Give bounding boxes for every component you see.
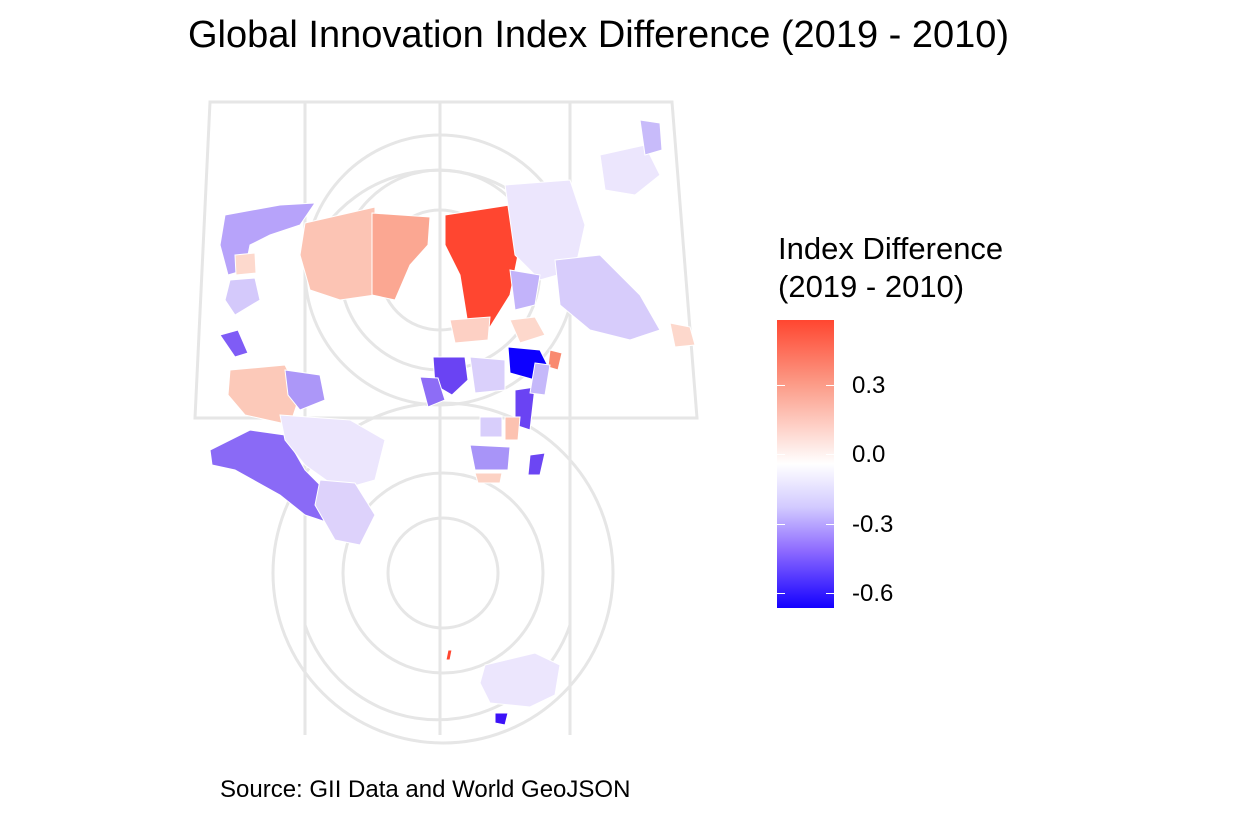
- countries: [209, 119, 696, 726]
- country-region: [529, 362, 551, 396]
- country-region: [224, 277, 261, 316]
- legend-tick-label: 0.0: [852, 441, 886, 468]
- legend-title-line2: (2019 - 2010): [778, 269, 965, 304]
- country-region: [547, 349, 563, 371]
- country-region: [219, 202, 316, 276]
- country-region: [599, 144, 661, 196]
- legend-tick-mark: [777, 524, 785, 525]
- legend-tick-mark: [826, 454, 834, 455]
- legend-tick-mark: [777, 454, 785, 455]
- country-region: [479, 416, 503, 438]
- country-region: [449, 316, 491, 344]
- country-region: [509, 316, 546, 344]
- country-region: [509, 269, 541, 311]
- country-region: [445, 649, 453, 661]
- country-region: [284, 369, 326, 411]
- source-caption: Source: GII Data and World GeoJSON: [220, 776, 631, 803]
- graticule: [193, 100, 699, 745]
- legend-tick-mark: [826, 593, 834, 594]
- legend-tick-label: -0.6: [852, 580, 894, 607]
- graticule-frame: [193, 100, 699, 420]
- choropleth-map: [193, 100, 699, 745]
- country-region: [639, 119, 663, 156]
- country-region: [234, 252, 257, 276]
- country-region: [444, 204, 521, 328]
- country-region: [469, 356, 506, 394]
- graticule-circle: [271, 401, 615, 745]
- legend-tick-mark: [826, 385, 834, 386]
- country-region: [469, 444, 511, 471]
- legend-title: Index Difference (2019 - 2010): [778, 230, 1003, 306]
- legend-tick-mark: [826, 524, 834, 525]
- country-region: [554, 254, 661, 341]
- legend-tick-label: -0.3: [852, 511, 894, 538]
- legend-tick-label: 0.3: [852, 372, 886, 399]
- country-region: [479, 652, 561, 708]
- country-region: [474, 472, 503, 484]
- legend-title-line1: Index Difference: [778, 231, 1004, 266]
- country-region: [299, 206, 376, 301]
- country-region: [371, 212, 431, 301]
- country-region: [504, 416, 521, 441]
- country-region: [669, 322, 696, 348]
- country-region: [527, 452, 546, 476]
- country-region: [419, 376, 446, 408]
- country-region: [494, 712, 509, 726]
- country-region: [219, 329, 249, 358]
- legend-tick-mark: [777, 385, 785, 386]
- chart-title: Global Innovation Index Difference (2019…: [188, 14, 1010, 56]
- legend-colorbar: [777, 320, 834, 608]
- country-region: [279, 414, 386, 491]
- legend-tick-mark: [777, 593, 785, 594]
- graticule-circle: [341, 471, 545, 675]
- graticule-circle: [386, 516, 500, 630]
- country-region: [314, 479, 376, 546]
